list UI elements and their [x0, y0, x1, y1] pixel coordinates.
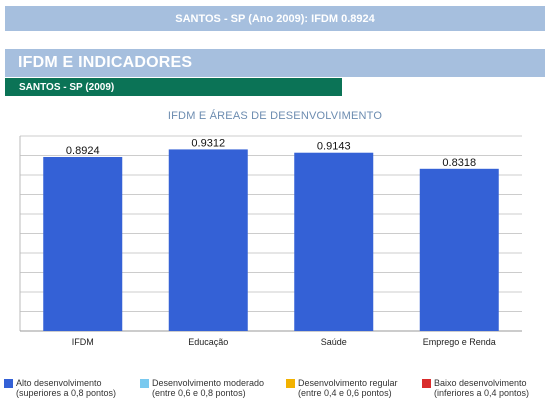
legend-item-moderado: Desenvolvimento moderado (entre 0,6 e 0,… [140, 378, 264, 398]
bar-ifdm [43, 156, 123, 331]
x-tick-label-saude: Saúde [321, 337, 347, 347]
legend-label-moderado: Desenvolvimento moderado [152, 378, 265, 388]
legend: Alto desenvolvimento (superiores a 0,8 p… [0, 378, 550, 408]
sub-header-title: SANTOS - SP (2009) [19, 81, 115, 93]
legend-item-alto: Alto desenvolvimento (superiores a 0,8 p… [4, 378, 116, 398]
data-label-educacao: 0.9312 [191, 137, 225, 149]
section-header: IFDM E INDICADORES [5, 49, 545, 77]
top-banner-title: SANTOS - SP (Ano 2009): IFDM 0.8924 [175, 12, 375, 25]
bar-educacao [168, 149, 248, 331]
legend-swatch-alto [4, 379, 13, 388]
legend-swatch-regular [286, 379, 295, 388]
legend-range-alto: (superiores a 0,8 pontos) [16, 388, 117, 398]
sub-header: SANTOS - SP (2009) [5, 78, 342, 96]
chart-title: IFDM E ÁREAS DE DESENVOLVIMENTO [167, 110, 383, 122]
legend-item-baixo: Baixo desenvolvimento (inferiores a 0,4 … [422, 378, 529, 398]
data-label-emprego-e-renda: 0.8318 [442, 157, 476, 169]
legend-item-regular: Desenvolvimento regular (entre 0,4 e 0,6… [286, 378, 398, 398]
legend-swatch-baixo [422, 379, 431, 388]
section-title: IFDM E INDICADORES [18, 54, 193, 71]
bar-chart: 0.8924 IFDM 0.9312 Educação 0.9143 Saúde 0.831… [19, 135, 522, 347]
x-tick-label-emprego-e-renda: Emprego e Renda [423, 337, 496, 347]
legend-label-baixo: Baixo desenvolvimento [434, 378, 527, 388]
x-tick-label-ifdm: IFDM [72, 337, 94, 347]
bar-emprego-e-renda [419, 168, 499, 331]
legend-range-moderado: (entre 0,6 e 0,8 pontos) [152, 388, 246, 398]
data-label-saude: 0.9143 [317, 141, 351, 153]
top-banner: SANTOS - SP (Ano 2009): IFDM 0.8924 [5, 6, 545, 31]
bar-saude [294, 152, 374, 331]
data-label-ifdm: 0.8924 [66, 145, 100, 157]
legend-label-regular: Desenvolvimento regular [298, 378, 398, 388]
x-tick-label-educacao: Educação [188, 337, 228, 347]
legend-label-alto: Alto desenvolvimento [16, 378, 102, 388]
legend-range-baixo: (inferiores a 0,4 pontos) [434, 388, 530, 398]
legend-swatch-moderado [140, 379, 149, 388]
legend-range-regular: (entre 0,4 e 0,6 pontos) [298, 388, 392, 398]
